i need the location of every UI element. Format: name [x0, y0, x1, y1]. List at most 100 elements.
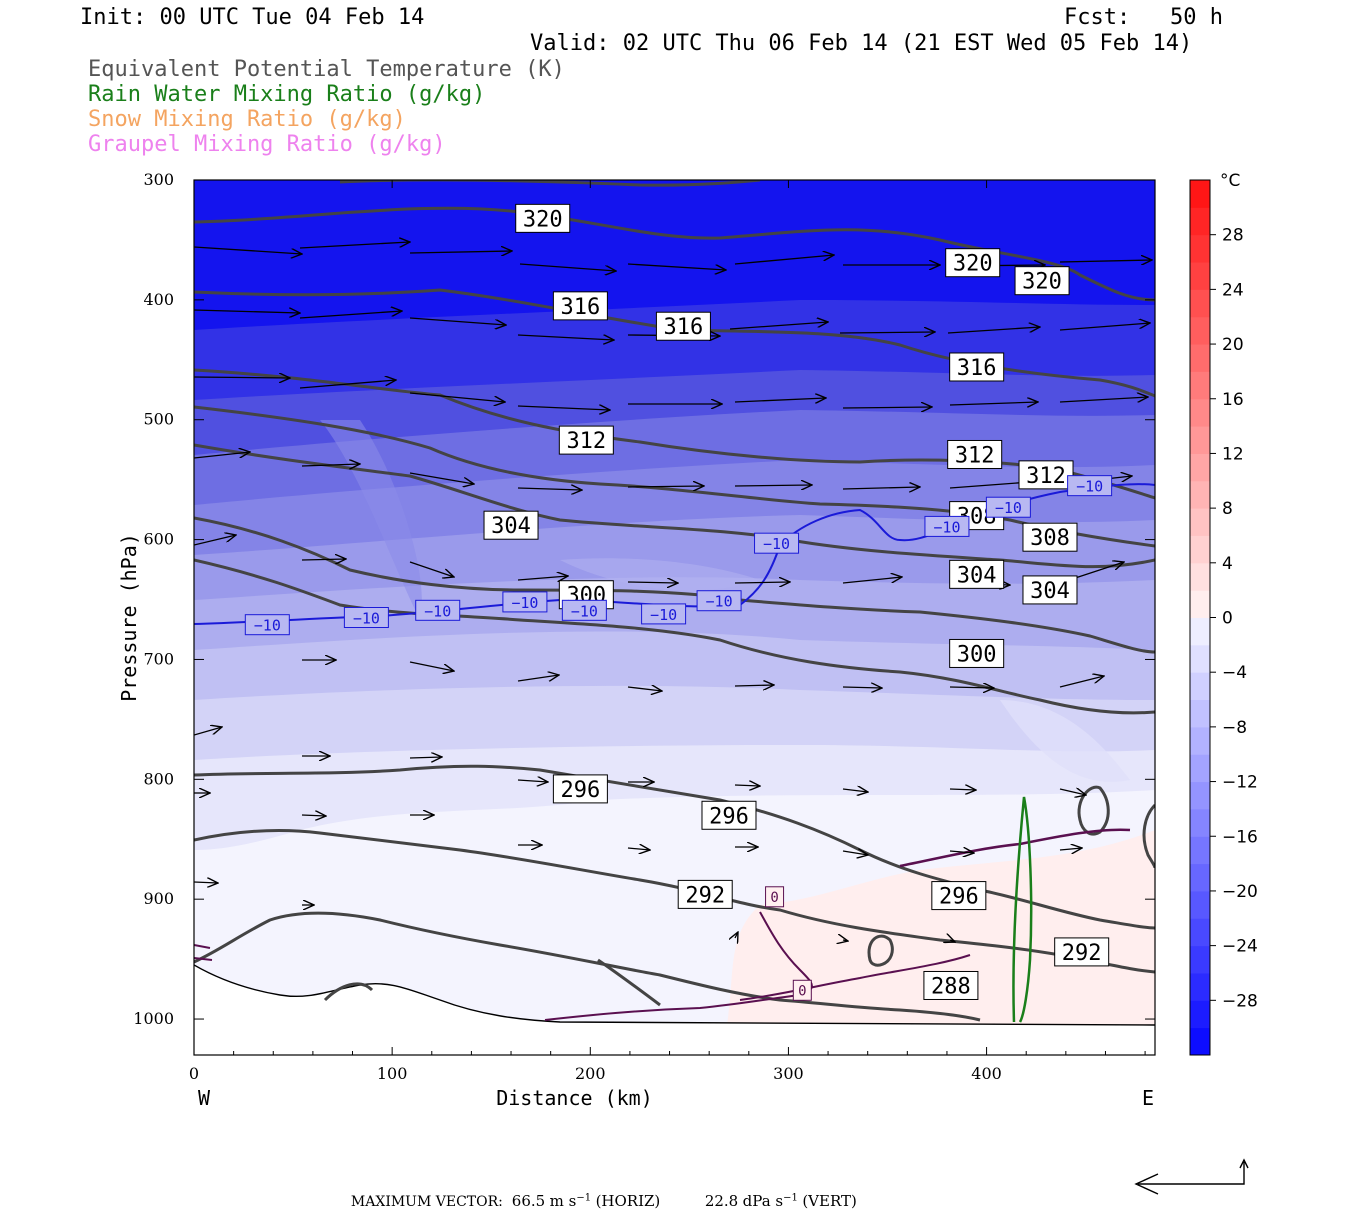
theta-e-label: 316	[949, 352, 1005, 382]
theta-e-label-text: 288	[931, 974, 971, 999]
isotherm-label: −10	[641, 603, 687, 625]
max-vector-label: MAXIMUM VECTOR:	[350, 1194, 503, 1210]
wind-vector	[734, 485, 812, 486]
plot-frame	[193, 179, 1156, 1056]
theta-e-label-box	[552, 291, 608, 321]
theta-e-label: 312	[1018, 460, 1074, 490]
wind-vector	[627, 848, 650, 850]
zero-isotherm-label: 0	[792, 979, 812, 1001]
isotherm-label-text: −10	[706, 593, 733, 611]
wind-vector	[409, 317, 506, 325]
isotherm-label-text: −10	[763, 535, 790, 553]
colorbar-tick-label: 24	[1222, 280, 1244, 300]
zero-isotherm-label: 0	[765, 886, 785, 908]
colorbar-tick-label: 12	[1222, 444, 1244, 464]
wind-vector	[839, 332, 935, 333]
colorbar-swatch	[1190, 535, 1210, 564]
zero-isotherm	[544, 994, 801, 1021]
colorbar-swatch	[1190, 562, 1210, 591]
wind-vector	[627, 263, 726, 270]
theta-e-label-box	[515, 203, 571, 233]
reference-vector-arrow	[1134, 1158, 1249, 1195]
wind-vector	[1059, 323, 1150, 331]
wind-vector	[842, 789, 868, 792]
wind-vector	[517, 488, 582, 490]
isotherm-label: −10	[502, 591, 548, 613]
wind-vectors	[194, 242, 1152, 942]
colorbar-tick-label: −8	[1222, 718, 1247, 738]
zero-label-box	[792, 979, 812, 1001]
wind-vector	[194, 882, 218, 883]
theta-e-label-text: 304	[957, 563, 997, 588]
x-tick-label: 200	[575, 1064, 606, 1083]
legend-theta-e: Equivalent Potential Temperature (K)	[88, 57, 565, 82]
theta-e-label-text: 312	[566, 429, 606, 454]
isotherm-label-box	[343, 607, 389, 628]
isotherm-label-text: −10	[1076, 478, 1103, 496]
wind-vector	[734, 398, 826, 402]
wind-vector	[949, 687, 994, 688]
colorbar-swatch	[1190, 289, 1210, 318]
theta-e-label-box	[949, 352, 1005, 382]
theta-e-label-text: 320	[523, 207, 563, 232]
rain-water-contour	[1012, 796, 1033, 1023]
isotherm-label-box	[244, 614, 290, 636]
theta-e-label-text: 304	[491, 514, 531, 539]
theta-e-label: 304	[1022, 575, 1078, 605]
wind-vector	[409, 472, 474, 484]
isotherm-label: −10	[696, 590, 742, 612]
theta-e-label-box	[677, 879, 733, 909]
wind-vector	[409, 561, 454, 577]
x-tick-label: 400	[971, 1064, 1002, 1083]
theta-e-label: 304	[483, 510, 539, 540]
isotherm-label-text: −10	[571, 602, 598, 620]
wind-vector	[194, 727, 222, 736]
isotherm-label-text: −10	[650, 606, 677, 624]
legend-rain: Rain Water Mixing Ratio (g/kg)	[88, 82, 486, 107]
theta-e-label-text: 312	[1026, 464, 1066, 489]
zero-label-text: 0	[798, 983, 806, 999]
theta-e-label: 296	[552, 774, 608, 804]
colorbar-swatch	[1190, 1000, 1210, 1029]
wind-vector	[409, 251, 512, 253]
theta-e-label-text: 316	[957, 356, 997, 381]
colorbar-swatch	[1190, 726, 1210, 755]
wind-vector	[301, 815, 326, 816]
theta-e-label: 320	[515, 203, 571, 233]
theta-e-contour	[194, 288, 1155, 398]
isotherm-label-text: −10	[424, 602, 451, 620]
wind-vector	[627, 486, 704, 487]
wind-vector	[949, 402, 1038, 405]
theta-e-label: 296	[931, 881, 987, 911]
colorbar-tick-label: 16	[1222, 390, 1244, 410]
theta-e-label-box	[483, 510, 539, 540]
theta-e-contour	[323, 982, 374, 1002]
wind-vector	[194, 535, 236, 546]
max-vector-caption: MAXIMUM VECTOR: 66.5 m s−1 (HORIZ) 22.8 …	[342, 1176, 857, 1210]
wind-vector	[1059, 676, 1104, 688]
x-end-label-right: E	[1142, 1086, 1154, 1110]
theta-e-label: 308	[1022, 522, 1078, 552]
theta-e-label: 300	[949, 638, 1005, 668]
wind-vector	[517, 675, 559, 682]
theta-e-label-text: 320	[953, 252, 993, 277]
horiz-tag: (HORIZ)	[595, 1192, 661, 1210]
colorbar-swatch	[1190, 234, 1210, 263]
y-tick-label: 900	[143, 889, 174, 908]
theta-e-contour	[194, 206, 1155, 302]
colorbar-swatch	[1190, 644, 1210, 673]
shade-band	[560, 558, 760, 591]
colorbar: 28 24 20 16 12 8 4 0 −4 −8 −12 −16 −20 −24 −28 °C	[1189, 171, 1258, 1056]
isotherm-label-text: −10	[511, 594, 538, 612]
theta-e-label-box	[1014, 266, 1070, 296]
wind-vector	[842, 577, 902, 584]
colorbar-swatch	[1190, 1027, 1210, 1056]
wind-vector	[299, 380, 396, 389]
theta-e-contour	[867, 934, 894, 967]
colorbar-swatch	[1190, 262, 1210, 290]
horiz-unit: m s	[549, 1192, 577, 1210]
colorbar-swatch	[1190, 617, 1210, 646]
wind-vector	[1059, 260, 1152, 262]
theta-e-contour	[194, 443, 1155, 569]
vert-value: 22.8	[704, 1192, 739, 1210]
